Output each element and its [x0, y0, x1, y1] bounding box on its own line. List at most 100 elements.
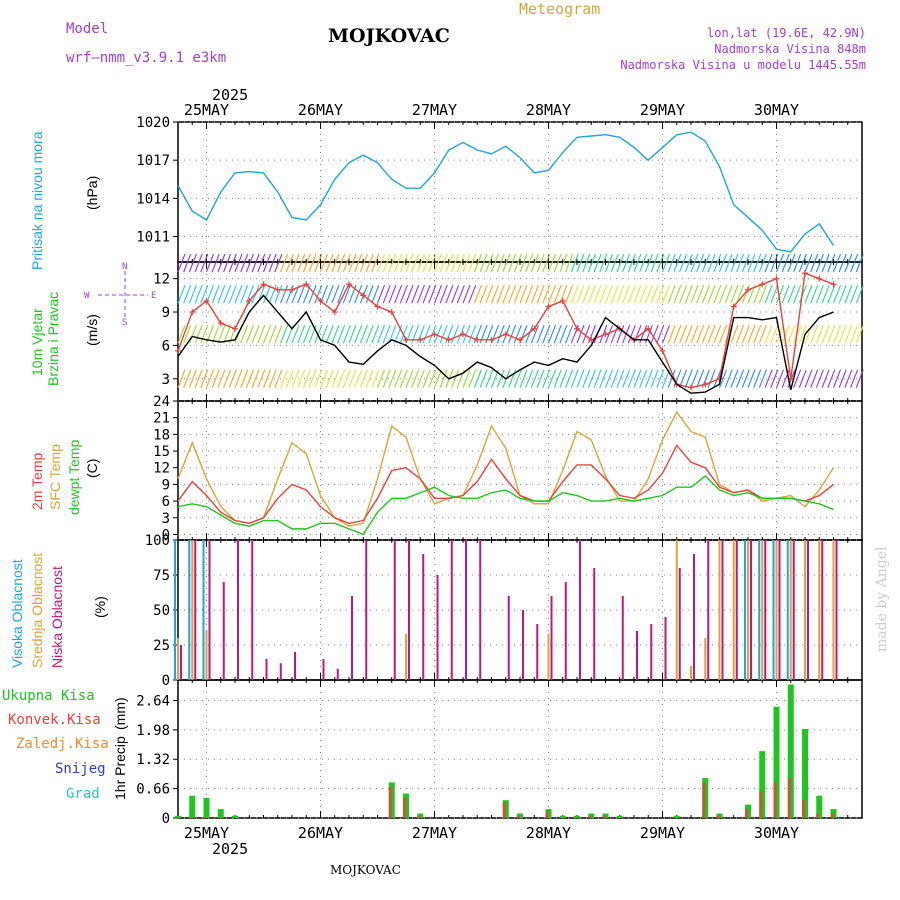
- wind-barb: [416, 284, 425, 304]
- wind-barb: [827, 253, 836, 273]
- wind-barb: [319, 284, 329, 304]
- conv-precip-bar: [417, 815, 421, 818]
- wind-barb: [781, 284, 790, 304]
- wind-barb: [707, 284, 716, 304]
- wind-barb: [610, 369, 619, 388]
- wind-barb: [319, 253, 329, 273]
- wind-barb: [604, 324, 614, 344]
- wind-barb: [262, 253, 272, 273]
- wind-barb: [530, 284, 539, 304]
- wind-barb: [724, 369, 733, 388]
- wind-barb: [451, 324, 460, 344]
- wind-barb: [747, 324, 756, 344]
- wind-barb: [490, 324, 500, 344]
- conv-precip-bar: [588, 815, 592, 818]
- wind-barb: [547, 253, 557, 273]
- day-label-top: 30MAY: [754, 101, 799, 119]
- gust-line-point: [346, 281, 352, 288]
- wind-barb: [565, 253, 574, 273]
- total-precip-bar: [217, 809, 224, 818]
- wind-barb: [194, 369, 203, 388]
- wind-barb: [633, 284, 642, 304]
- wind-barb: [188, 324, 197, 344]
- wind-barb: [576, 369, 585, 388]
- wind-barb: [473, 253, 482, 273]
- model-label: Model: [66, 21, 108, 37]
- wind-barb: [844, 253, 853, 273]
- wind-barb: [542, 253, 551, 273]
- wind-barb: [815, 253, 824, 273]
- wind-barb: [622, 253, 631, 273]
- wind-barb: [650, 369, 659, 388]
- total-precip-bar: [232, 815, 238, 818]
- wind-barb: [428, 369, 437, 388]
- wind-barb: [200, 284, 209, 304]
- conv-precip-bar: [830, 813, 834, 818]
- wind-barb: [593, 284, 602, 304]
- wind-barb: [359, 369, 368, 388]
- total-precip-bar: [787, 684, 794, 818]
- wind-barb: [513, 253, 522, 273]
- wind-barb: [661, 253, 671, 273]
- y-tick-label: 25: [153, 638, 170, 654]
- wind-barb: [639, 369, 648, 388]
- wind-barb: [251, 369, 260, 388]
- wind-barb: [394, 369, 403, 388]
- wind-barb: [348, 253, 357, 273]
- wind-barb: [787, 284, 796, 304]
- wind-barb: [639, 284, 648, 304]
- wind-barb: [850, 253, 859, 273]
- wind-barb: [559, 324, 568, 344]
- conv-precip-bar: [517, 815, 520, 818]
- y-tick-label: 6: [162, 338, 170, 354]
- legend-conv: Konvek.Kisa: [8, 712, 101, 728]
- y-tick-label: 1014: [136, 191, 170, 207]
- wind-barb: [696, 369, 705, 388]
- wind-barb: [245, 324, 254, 344]
- wind-barb: [787, 324, 796, 344]
- wind-barb: [519, 324, 528, 344]
- sfc-temp-line: [177, 410, 835, 527]
- conv-precip-bar: [388, 786, 392, 818]
- gust-line-point: [602, 331, 609, 338]
- wind-barb: [815, 369, 824, 388]
- gust-line-point: [232, 325, 238, 332]
- wind-barb: [194, 324, 203, 344]
- wind-barb: [747, 369, 756, 388]
- label-wind: 10m Vjetar Brzina i Pravac (m/s) N S E W: [29, 262, 156, 386]
- day-label-bottom: 30MAY: [754, 824, 799, 842]
- day-label-top: 27MAY: [412, 101, 457, 119]
- wind-barb: [679, 324, 688, 344]
- day-label-top: 25MAY: [184, 101, 229, 119]
- total-precip-bar: [802, 728, 808, 818]
- day-label-bottom: 26MAY: [298, 824, 343, 842]
- wind-barb: [359, 324, 368, 344]
- wind-barb: [713, 284, 722, 304]
- wind-barb: [297, 369, 306, 388]
- wind-barb: [508, 324, 517, 344]
- gust-line-point: [802, 270, 808, 277]
- wind-barb: [599, 284, 608, 304]
- wind-barb: [644, 369, 653, 388]
- y-tick-label: 0.66: [136, 782, 170, 798]
- wind-barb: [850, 369, 859, 388]
- wind-barb: [394, 284, 403, 304]
- wind-barb: [194, 284, 203, 304]
- bottom-year: 2025: [212, 840, 248, 858]
- y-tick-label: 12: [153, 272, 170, 288]
- wind-barb: [593, 369, 602, 388]
- wind-barb: [730, 253, 739, 273]
- wind-barb: [832, 284, 842, 304]
- wind-barb: [411, 253, 420, 273]
- wind-barb: [764, 369, 773, 388]
- wind-barb: [371, 324, 380, 344]
- total-precip-bar: [816, 795, 823, 818]
- wind-barb: [205, 284, 215, 304]
- wind-barb: [821, 284, 830, 304]
- wind-barb: [707, 324, 716, 344]
- gust-line-point: [203, 297, 210, 304]
- wind-barb: [200, 324, 209, 344]
- wind-barb: [422, 324, 431, 344]
- wind-barb: [508, 284, 517, 304]
- wind-barb: [701, 324, 710, 344]
